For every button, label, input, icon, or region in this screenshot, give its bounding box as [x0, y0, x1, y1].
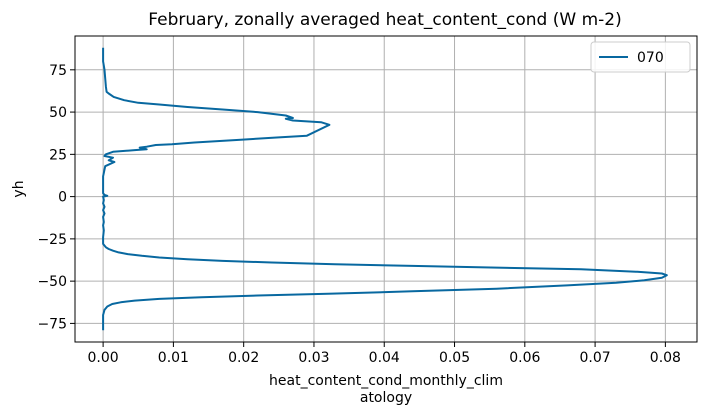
y-tick-label: 25	[49, 147, 67, 163]
x-axis-label-line-2: atology	[360, 390, 412, 406]
y-tick-label: −50	[37, 274, 67, 290]
y-tick-label: 50	[49, 105, 67, 121]
legend: 070	[590, 41, 691, 73]
y-axis-label: yh	[11, 180, 27, 197]
x-tick-label: 0.04	[369, 350, 400, 366]
y-axis-ticks: −75 −50 −25 0 25 50 75	[37, 63, 75, 332]
x-tick-label: 0.06	[509, 350, 540, 366]
series-group	[102, 47, 668, 331]
x-tick-label: 0.01	[158, 350, 189, 366]
x-tick-label: 0.05	[439, 350, 470, 366]
x-tick-label: 0.03	[298, 350, 329, 366]
plot-frame	[74, 35, 698, 343]
grid	[75, 36, 697, 342]
x-axis-label-line-1: heat_content_cond_monthly_clim	[269, 373, 503, 389]
legend-frame	[590, 41, 691, 73]
x-axis-ticks: 0.00 0.01 0.02 0.03 0.04 0.05 0.06 0.07 0.08	[88, 342, 681, 366]
x-tick-label: 0.02	[228, 350, 259, 366]
y-tick-label: 75	[49, 63, 67, 79]
legend-label: 070	[637, 50, 664, 66]
chart-title: February, zonally averaged heat_content_…	[148, 10, 621, 30]
x-tick-label: 0.08	[650, 350, 681, 366]
y-tick-label: 0	[58, 190, 67, 206]
y-tick-label: −25	[37, 232, 67, 248]
y-tick-label: −75	[37, 316, 67, 332]
x-tick-label: 0.07	[580, 350, 611, 366]
series-line	[102, 47, 668, 331]
x-tick-label: 0.00	[88, 350, 119, 366]
